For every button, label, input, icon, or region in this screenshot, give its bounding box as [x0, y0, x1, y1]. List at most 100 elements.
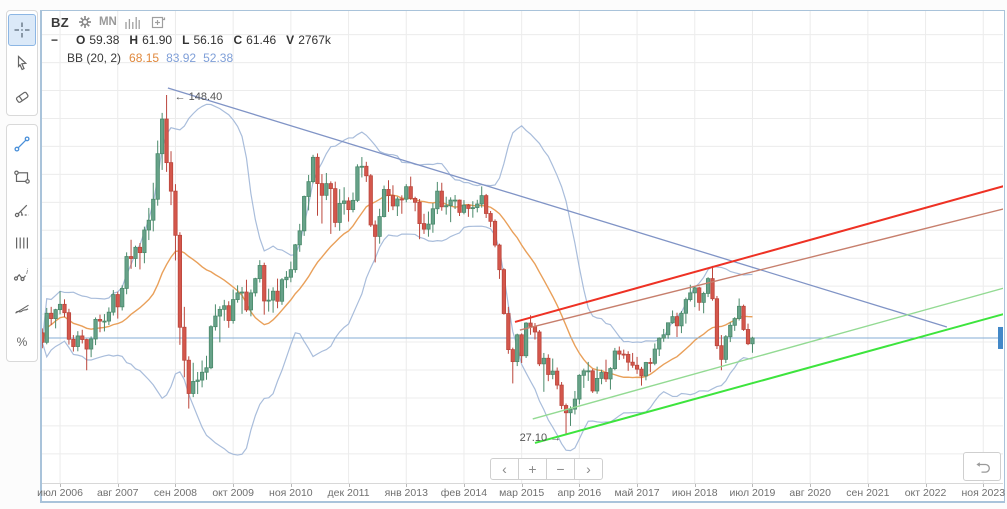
timeframe-label[interactable]: MN	[98, 16, 117, 28]
indicator-value: 52.38	[203, 51, 234, 65]
add-indicator-icon[interactable]	[151, 15, 166, 29]
symbol-label[interactable]: BZ	[51, 14, 69, 30]
rectangle-tool[interactable]	[8, 161, 36, 193]
ascending-support-upper[interactable]	[532, 287, 1003, 420]
zoom-out-button[interactable]: −	[546, 458, 575, 480]
candle	[71, 338, 76, 347]
candle	[586, 370, 591, 373]
gear-icon[interactable]	[78, 15, 92, 29]
candle	[84, 339, 89, 350]
candle	[648, 362, 653, 364]
axis-tick	[521, 484, 523, 487]
wave-annotation-tool[interactable]: i	[8, 260, 36, 292]
candle	[581, 370, 586, 376]
indicator-name-label: BB (20, 2)	[67, 51, 122, 65]
candle	[710, 278, 715, 300]
strike-line-tool[interactable]	[8, 293, 36, 325]
chart-type-icon[interactable]	[124, 16, 140, 29]
axis-tick	[983, 484, 985, 487]
candle	[297, 230, 302, 246]
candle	[386, 189, 391, 197]
axis-label: авг 2007	[96, 487, 139, 499]
candle	[381, 189, 387, 217]
candle	[448, 199, 453, 207]
candle	[217, 308, 222, 317]
candle	[164, 118, 169, 164]
descending-trendline[interactable]	[167, 87, 948, 328]
candle	[501, 269, 507, 314]
candle	[355, 166, 360, 201]
candle	[732, 318, 737, 326]
candle	[626, 353, 631, 363]
candle	[723, 336, 728, 360]
candle	[683, 299, 688, 314]
jump-to-latest-button[interactable]	[963, 452, 1001, 481]
axis-label: фев 2014	[440, 487, 488, 499]
trend-angle-tool[interactable]	[8, 194, 36, 226]
svg-text:%: %	[17, 335, 28, 349]
candle	[208, 326, 214, 369]
scroll-right-button[interactable]: ›	[574, 458, 603, 480]
axis-label: июн 2018	[671, 487, 718, 499]
candle	[293, 244, 298, 271]
chart-canvas[interactable]: ← 148.40 27.10 →	[42, 11, 1003, 483]
candle	[679, 312, 684, 327]
zoom-in-button[interactable]: +	[518, 458, 547, 480]
candle	[80, 335, 85, 340]
candle	[373, 224, 378, 237]
candle	[666, 322, 671, 336]
axis-label: окт 2009	[212, 487, 254, 499]
ohlc-key: H	[129, 33, 139, 47]
candle	[395, 198, 400, 207]
eraser-tool[interactable]	[8, 80, 36, 112]
trend-line-tool[interactable]	[8, 128, 36, 160]
candle	[577, 374, 582, 400]
candle	[408, 186, 413, 199]
candle	[390, 195, 396, 207]
candle	[177, 234, 182, 328]
candle	[719, 345, 724, 360]
vertical-lines-tool[interactable]	[8, 227, 36, 259]
scroll-left-button[interactable]: ‹	[490, 458, 519, 480]
candle	[510, 349, 515, 363]
candle	[275, 290, 280, 302]
candle	[421, 223, 427, 230]
candle	[506, 313, 511, 350]
candle	[670, 316, 675, 324]
candle	[44, 312, 49, 343]
ascending-channel-lower[interactable]	[519, 208, 1003, 331]
percent-tool[interactable]: %	[8, 326, 36, 358]
candle	[42, 332, 45, 343]
candle	[639, 368, 644, 377]
collapse-legend-button[interactable]: −	[51, 33, 59, 47]
crosshair-tool[interactable]	[8, 14, 36, 46]
ohlc-value: 61.46	[246, 33, 277, 47]
candle	[444, 205, 449, 208]
candle	[186, 359, 191, 394]
candle	[737, 305, 742, 319]
candle	[461, 204, 467, 213]
low-annotation: 27.10 →	[520, 432, 562, 444]
candle	[590, 370, 595, 392]
candle	[701, 293, 706, 303]
candle	[253, 278, 258, 294]
time-axis[interactable]: июл 2006 авг 2007 сен 2008 окт 2009 ноя 2010…	[37, 483, 1005, 501]
cursor-tool[interactable]	[8, 47, 36, 79]
candle	[657, 337, 662, 350]
candle	[342, 200, 347, 204]
candle	[430, 208, 435, 225]
candle	[310, 156, 316, 183]
axis-tick	[752, 484, 754, 487]
candle	[155, 153, 160, 200]
candle	[315, 156, 320, 184]
candle	[62, 303, 67, 314]
candle	[359, 165, 364, 168]
axis-label: май 2017	[614, 487, 660, 499]
ascending-channel-upper[interactable]	[514, 185, 1003, 323]
toolbar-group-pointer-tools	[6, 10, 38, 116]
ascending-support-lower[interactable]	[534, 313, 1003, 444]
candle	[270, 290, 276, 301]
candle	[160, 118, 165, 155]
candle	[199, 371, 205, 381]
